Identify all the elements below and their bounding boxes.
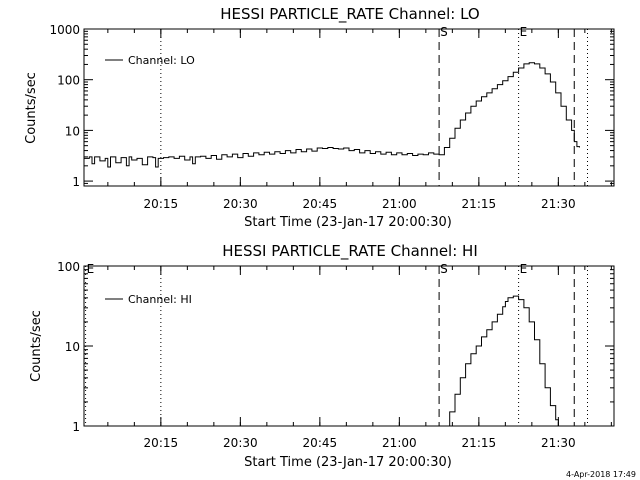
x-tick-label: 21:30 xyxy=(541,197,576,211)
axis-ticks: 1 10 100 20:15 20:30 20:45 21:00 21:15 21:30 xyxy=(57,260,614,450)
date-stamp: 4-Apr-2018 17:49 xyxy=(566,470,636,479)
y-tick-label: 10 xyxy=(65,340,80,354)
legend: Channel: LO xyxy=(105,54,195,67)
series-line-hi xyxy=(447,295,559,427)
time-marker-label: E xyxy=(520,262,528,276)
y-tick-label: 1 xyxy=(72,175,80,189)
chart-title: HESSI PARTICLE_RATE Channel: LO xyxy=(220,5,479,24)
y-tick-label: 10 xyxy=(65,124,80,138)
time-marker-label: S xyxy=(440,262,448,276)
axis-ticks: 1 10 100 1000 20:15 20:30 20:45 21:00 21:15 21:30 xyxy=(49,23,614,211)
x-tick-label: 21:00 xyxy=(382,436,417,450)
x-axis-label: Start Time (23-Jan-17 20:00:30) xyxy=(244,455,452,470)
plot-frame xyxy=(83,28,615,187)
x-tick-label: 20:15 xyxy=(144,436,179,450)
time-marker-label: E xyxy=(520,25,528,39)
legend-entry: Channel: LO xyxy=(128,54,195,67)
y-tick-label: 1 xyxy=(72,420,80,434)
legend: Channel: HI xyxy=(105,293,192,306)
x-tick-label: 21:15 xyxy=(462,197,497,211)
y-tick-label: 100 xyxy=(57,74,80,88)
x-axis-label: Start Time (23-Jan-17 20:00:30) xyxy=(244,215,452,230)
y-axis-label: Counts/sec xyxy=(24,72,39,144)
x-tick-label: 20:45 xyxy=(303,436,338,450)
legend-entry: Channel: HI xyxy=(128,293,192,306)
series-line-lo xyxy=(84,62,580,168)
x-tick-label: 20:30 xyxy=(223,436,258,450)
y-tick-label: 100 xyxy=(57,260,80,274)
y-axis-label: Counts/sec xyxy=(29,310,44,382)
x-tick-label: 21:30 xyxy=(541,436,576,450)
x-tick-label: 21:15 xyxy=(462,436,497,450)
y-tick-label: 1000 xyxy=(49,23,80,37)
hi-channel-panel: HESSI PARTICLE_RATE Channel: HI 1 10 100 20… xyxy=(29,242,615,470)
time-marker-label: E xyxy=(87,262,95,276)
x-tick-label: 20:45 xyxy=(303,197,338,211)
x-tick-label: 20:15 xyxy=(144,197,179,211)
time-marker-label: S xyxy=(440,25,448,39)
chart-title: HESSI PARTICLE_RATE Channel: HI xyxy=(222,242,478,261)
lo-channel-panel: HESSI PARTICLE_RATE Channel: LO 1 10 100 10… xyxy=(24,5,615,230)
x-tick-label: 21:00 xyxy=(382,197,417,211)
x-tick-label: 20:30 xyxy=(223,197,258,211)
